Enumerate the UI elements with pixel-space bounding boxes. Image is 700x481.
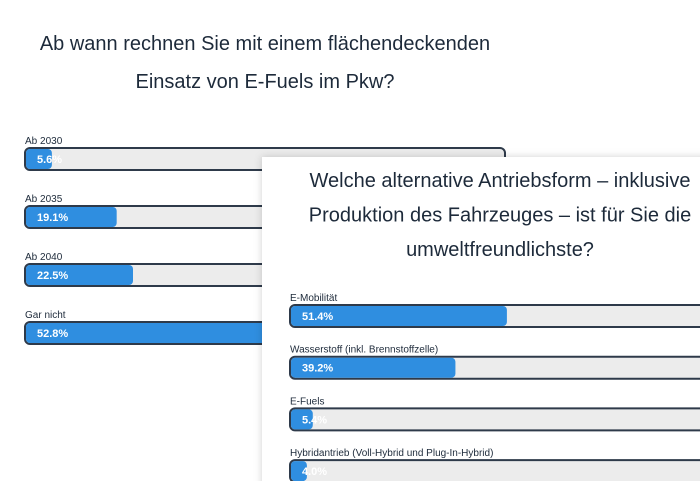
- chart-title: umweltfreundlichste?: [406, 239, 594, 261]
- bar-track: [289, 459, 700, 481]
- category-label: E-Mobilität: [290, 293, 337, 304]
- bar: [291, 409, 313, 430]
- value-label: 39.2%: [302, 363, 333, 375]
- category-label: Wasserstoff (inkl. Brennstoffzelle): [290, 345, 438, 356]
- value-label: 5.6%: [37, 154, 62, 166]
- chart-title: Einsatz von E-Fuels im Pkw?: [136, 71, 395, 93]
- bar: [26, 149, 52, 169]
- category-label: Ab 2030: [25, 136, 63, 147]
- bar: [26, 265, 133, 285]
- category-label: Gar nicht: [25, 310, 66, 321]
- value-label: 19.1%: [37, 212, 68, 224]
- value-label: 4.0%: [302, 466, 327, 478]
- value-label: 52.8%: [37, 328, 68, 340]
- bar-track: [289, 407, 700, 432]
- value-label: 51.4%: [302, 311, 333, 323]
- category-label: Ab 2040: [25, 252, 63, 263]
- bar: [26, 323, 279, 343]
- category-label: E-Fuels: [290, 396, 324, 407]
- value-label: 5.4%: [302, 414, 327, 426]
- bar: [291, 357, 456, 378]
- chart-title: Welche alternative Antriebsform – inklus…: [310, 170, 691, 192]
- value-label: 22.5%: [37, 270, 68, 282]
- poll-2: Welche alternative Antriebsform – inklus…: [289, 170, 700, 481]
- bar: [291, 306, 507, 326]
- chart-title: Produktion des Fahrzeuges – ist für Sie …: [309, 205, 691, 227]
- bar: [26, 207, 117, 227]
- category-label: Ab 2035: [25, 194, 63, 205]
- bar: [291, 461, 307, 481]
- chart-title: Ab wann rechnen Sie mit einem flächendec…: [40, 33, 490, 55]
- category-label: Hybridantrieb (Voll-Hybrid und Plug-In-H…: [290, 448, 493, 459]
